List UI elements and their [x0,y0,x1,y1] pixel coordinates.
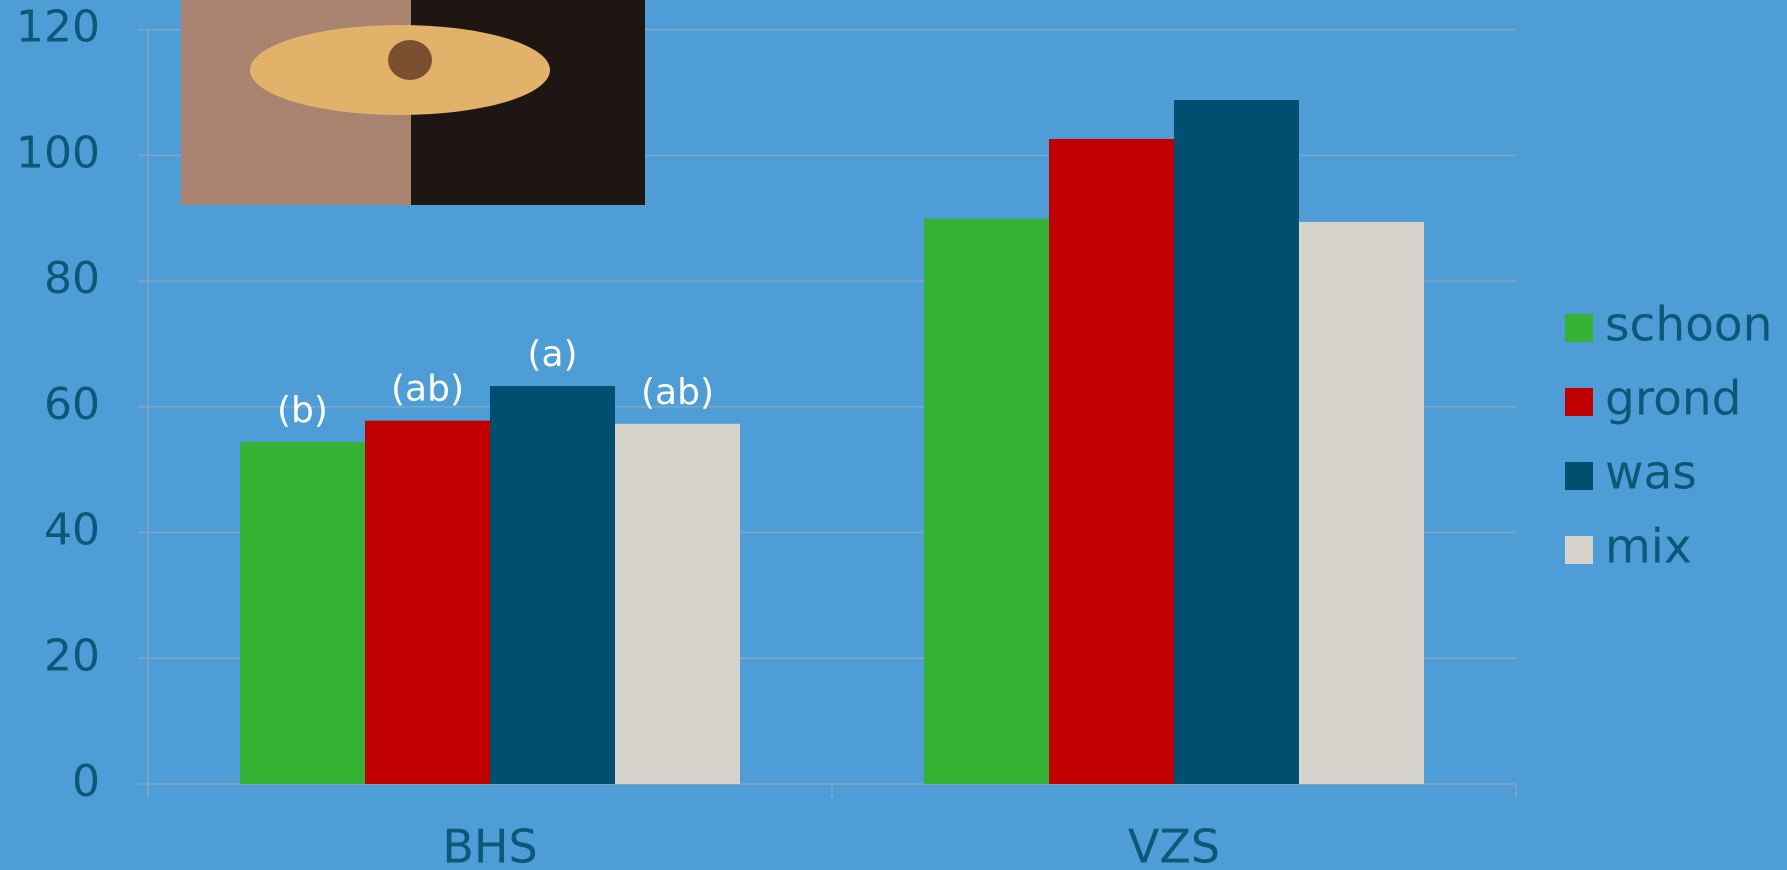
y-tick-label: 100 [16,127,100,178]
photo-spot [388,40,432,80]
legend-label: was [1605,446,1697,501]
legend-swatch [1565,314,1593,342]
data-label: (ab) [391,369,464,410]
bar [1299,221,1424,785]
legend-label: schoon [1605,298,1772,353]
y-tick-label: 20 [44,630,100,681]
bar [1049,138,1174,784]
data-label: (a) [527,334,577,375]
plot-area: 0 20 40 60 80 100 120 BHS (b) (ab) (a) (ab) VZS schoo… [16,2,1772,870]
legend-label: grond [1605,372,1742,427]
photo [181,0,645,205]
legend-swatch [1565,536,1593,564]
bar [240,442,365,784]
bar [1174,100,1299,784]
y-tick-label: 120 [16,2,100,53]
legend-swatch [1565,462,1593,490]
x-tick-label: BHS [442,820,537,870]
bar [490,386,615,784]
y-tick-label: 40 [44,505,100,556]
data-label: (ab) [641,372,714,413]
y-tick-label: 80 [44,253,100,304]
legend-swatch [1565,388,1593,416]
data-label: (b) [277,390,328,431]
bar [615,423,740,784]
x-tick-label: VZS [1128,820,1220,870]
y-tick-label: 60 [44,379,100,430]
bar [924,218,1049,784]
legend-label: mix [1605,520,1692,575]
y-tick-label: 0 [72,756,100,807]
bar [365,420,490,784]
